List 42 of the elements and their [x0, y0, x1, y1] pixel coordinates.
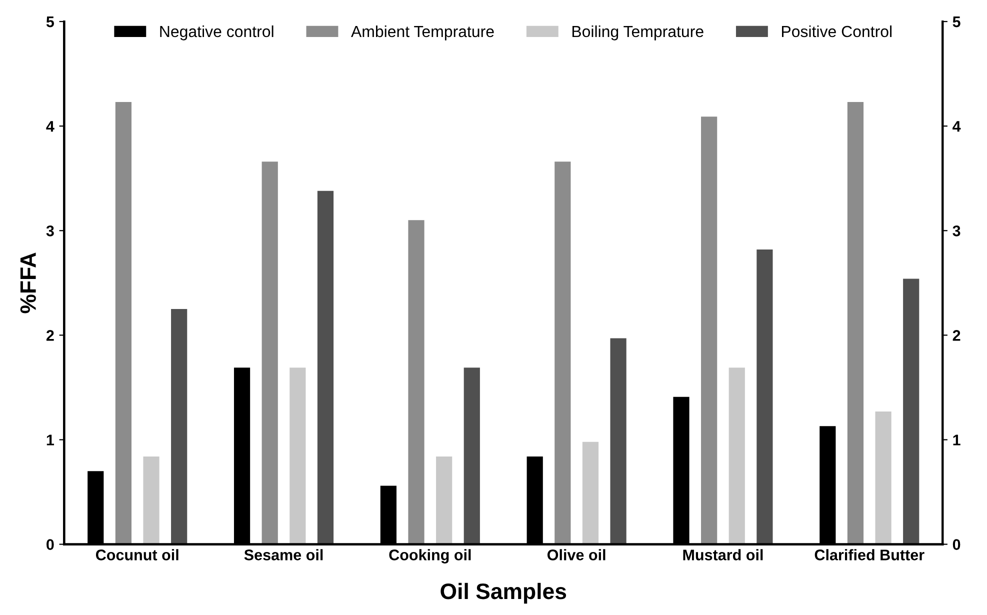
bar [408, 220, 424, 544]
y-tick-label: 4 [46, 121, 54, 132]
x-tick-label: Sesame oil [244, 549, 323, 560]
bar [903, 278, 920, 544]
bar [728, 368, 745, 544]
y-tick-label: 3 [46, 225, 54, 236]
y2-tick-label: 2 [952, 330, 960, 341]
y2-tick-label: 1 [953, 434, 960, 446]
legend-label: Ambient Temprature [351, 25, 494, 40]
bar [582, 442, 599, 544]
bar [143, 456, 160, 544]
bar [436, 456, 452, 544]
bar [464, 368, 480, 544]
y-axis-title: %FFA [20, 252, 36, 314]
legend-label: Boiling Temprature [572, 25, 704, 40]
bar [701, 116, 718, 544]
legend-label: Negative control [160, 25, 274, 40]
x-tick-label: Mustard oil [683, 549, 763, 560]
y2-tick-label: 4 [952, 121, 961, 132]
x-tick-label: Cocunut oil [96, 549, 178, 560]
bar [756, 249, 773, 544]
bar [262, 162, 278, 544]
y-tick-label: 0 [46, 539, 54, 550]
y-tick-label: 1 [46, 434, 54, 446]
bar [115, 102, 132, 544]
x-tick-label: Olive oil [547, 549, 606, 560]
x-tick-label: Cooking oil [389, 549, 471, 564]
bar [875, 411, 892, 544]
bar [317, 190, 334, 544]
y2-tick-label: 5 [952, 16, 960, 28]
x-axis-title: Oil Samples [440, 582, 566, 604]
y-tick-label: 5 [46, 16, 54, 28]
x-tick-label: Clarified Butter [814, 549, 924, 560]
bar [290, 368, 306, 544]
bar [610, 338, 626, 544]
bar [554, 162, 571, 544]
bar [847, 102, 864, 544]
bar [171, 309, 188, 544]
y2-tick-label: 3 [952, 225, 960, 236]
y-tick-label: 2 [46, 330, 54, 341]
legend-label: Positive Control [782, 25, 892, 38]
y2-tick-label: 0 [952, 539, 960, 550]
